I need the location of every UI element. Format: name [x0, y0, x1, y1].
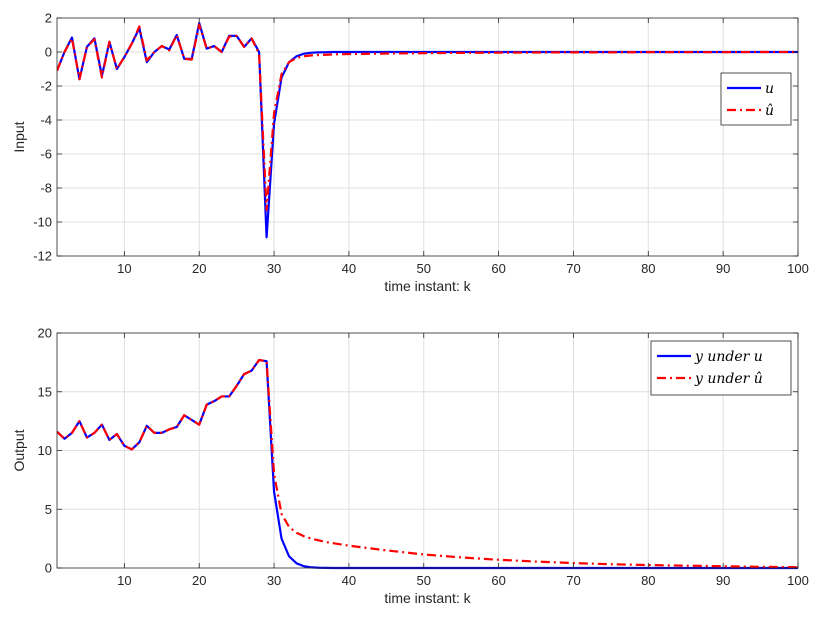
- series-line-1: [57, 23, 798, 212]
- output-chart: 10 20 30 40 50 60 70 80 90 100 0 5 10 15 20 time instan…: [11, 326, 809, 607]
- input-chart: 10 20 30 40 50 60 70 80 90 100 -12 -10 -8 -6 -4 -2 0 2 tim…: [11, 11, 809, 295]
- x-tick-label: 60: [491, 261, 505, 276]
- y-tick-label: 0: [45, 45, 52, 60]
- x-tick-label: 70: [566, 573, 580, 588]
- x-tick-label: 10: [117, 573, 131, 588]
- x-tick-label: 40: [342, 573, 356, 588]
- x-tick-label: 10: [117, 261, 131, 276]
- y-tick-label: 5: [45, 502, 52, 517]
- legend-box: [650, 340, 792, 396]
- axes-box: [56, 17, 799, 257]
- x-tick-label: 100: [787, 261, 809, 276]
- x-axis-label: time instant: k: [384, 590, 471, 606]
- y-tick-label: -2: [40, 79, 52, 94]
- x-axis-label: time instant: k: [384, 278, 471, 294]
- y-tick-label: 20: [38, 326, 52, 341]
- y-tick-label: 2: [45, 11, 52, 26]
- y-tick-label: 15: [38, 384, 52, 399]
- x-tick-label: 20: [192, 261, 206, 276]
- legend: uû: [720, 72, 792, 126]
- legend-label-0: y under u: [694, 349, 763, 365]
- series-line-1: [57, 358, 798, 569]
- plot-area: [57, 18, 798, 256]
- x-tick-label: 50: [417, 261, 431, 276]
- y-tick-label: 10: [38, 443, 52, 458]
- legend: y under u y under û: [650, 340, 792, 396]
- x-tick-label: 90: [716, 573, 730, 588]
- y-axis-label: Output: [11, 429, 27, 471]
- x-tick-label: 80: [641, 573, 655, 588]
- legend-box: [720, 72, 792, 126]
- x-tick-label: 20: [192, 573, 206, 588]
- legend-label-1: y under û: [694, 371, 763, 387]
- y-axis-label: Input: [11, 121, 27, 152]
- y-tick-label: -12: [33, 249, 52, 264]
- y-tick-label: 0: [45, 561, 52, 576]
- x-tick-label: 90: [716, 261, 730, 276]
- x-tick-label: 60: [491, 573, 505, 588]
- x-tick-label: 30: [267, 573, 281, 588]
- y-tick-label: -4: [40, 113, 52, 128]
- x-tick-label: 50: [417, 573, 431, 588]
- y-tick-label: -8: [40, 181, 52, 196]
- x-tick-label: 70: [566, 261, 580, 276]
- x-tick-label: 40: [342, 261, 356, 276]
- x-tick-label: 30: [267, 261, 281, 276]
- y-tick-label: -6: [40, 147, 52, 162]
- y-tick-label: -10: [33, 215, 52, 230]
- x-tick-label: 80: [641, 261, 655, 276]
- x-tick-label: 100: [787, 573, 809, 588]
- legend-label-1: û: [765, 103, 774, 119]
- legend-label-0: u: [765, 81, 774, 97]
